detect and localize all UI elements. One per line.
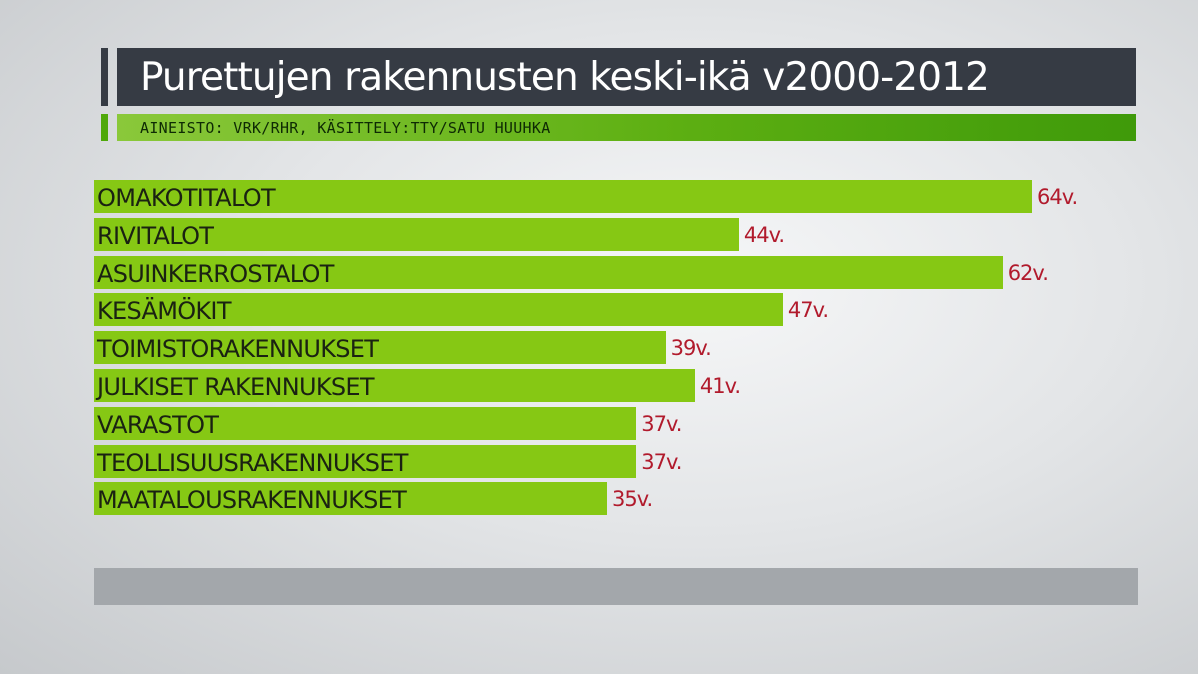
bar — [94, 482, 607, 516]
title-accent-bar — [101, 48, 108, 106]
bar-value-label: 37v. — [641, 449, 682, 474]
bar — [94, 255, 1003, 289]
bar — [94, 444, 637, 478]
bar-value-label: 39v. — [670, 336, 712, 361]
bar-category-label: JULKISET RAKENNUKSET — [97, 373, 375, 401]
source-caption: AINEISTO: VRK/RHR, KÄSITTELY:TTY/SATU HU… — [140, 119, 551, 137]
bar-category-label: TEOLLISUUSRAKENNUKSET — [97, 448, 408, 477]
bar-value-label: 35v. — [611, 487, 653, 512]
bar-category-label: MAATALOUSRAKENNUKSET — [97, 486, 407, 515]
bar — [94, 293, 783, 327]
title-banner — [117, 48, 1136, 106]
bar-value-label: 37v. — [641, 411, 682, 436]
source-banner — [117, 114, 1136, 141]
bar-category-label: ASUINKERROSTALOT — [97, 259, 334, 288]
bar-value-label: 47v. — [787, 298, 829, 323]
bar-value-label: 62v. — [1007, 260, 1049, 285]
bar — [94, 180, 1032, 213]
bar-category-label: RIVITALOT — [97, 221, 214, 250]
bar — [94, 406, 637, 440]
bottom-caption-strip — [94, 568, 1138, 605]
bar-value-label: 41v. — [699, 374, 741, 398]
bar-category-label: KESÄMÖKIT — [97, 297, 231, 326]
bar-value-label: 44v. — [743, 222, 785, 247]
bar-category-label: TOIMISTORAKENNUKSET — [97, 335, 379, 364]
chart-title: Purettujen rakennusten keski-ikä v2000-2… — [140, 55, 990, 100]
bar-value-label: 64v. — [1037, 185, 1078, 209]
bar — [94, 369, 695, 402]
bar-category-label: VARASTOT — [97, 410, 219, 439]
source-accent-bar — [101, 114, 108, 141]
bar-category-label: OMAKOTITALOT — [97, 184, 276, 212]
bar — [94, 217, 739, 251]
bar — [94, 331, 666, 365]
